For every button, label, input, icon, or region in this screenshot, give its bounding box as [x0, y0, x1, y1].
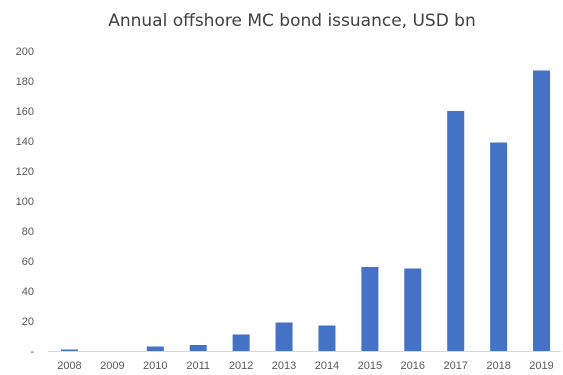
bar-2019: [533, 70, 551, 351]
bar-series: [60, 70, 551, 351]
y-axis: - 20 40 60 80 100 120 140 160 180 200: [16, 46, 35, 358]
x-tick-label: 2016: [401, 360, 425, 372]
x-tick-label: 2009: [100, 360, 124, 372]
bar-2012: [232, 334, 250, 351]
x-tick-label: 2013: [272, 360, 296, 372]
bar-2018: [490, 142, 508, 351]
chart-title: Annual offshore MC bond issuance, USD bn: [108, 11, 476, 31]
x-tick-label: 2017: [443, 360, 467, 372]
y-tick-label: -: [30, 346, 34, 358]
x-axis: 2008 2009 2010 2011 2012 2013 2014 2015 2016 2017…: [57, 360, 554, 372]
y-tick-label: 40: [22, 286, 34, 298]
y-tick-label: 140: [16, 136, 34, 148]
bar-2011: [189, 345, 207, 351]
y-tick-label: 100: [16, 196, 34, 208]
bar-2013: [275, 322, 293, 351]
x-tick-label: 2011: [186, 360, 210, 372]
x-tick-label: 2015: [358, 360, 382, 372]
x-tick-label: 2018: [486, 360, 510, 372]
bar-2017: [447, 111, 465, 351]
y-tick-label: 180: [16, 76, 34, 88]
bar-2016: [404, 268, 422, 351]
x-tick-label: 2010: [143, 360, 167, 372]
x-tick-label: 2014: [315, 360, 339, 372]
y-tick-label: 200: [16, 46, 34, 58]
y-tick-label: 160: [16, 106, 34, 118]
y-tick-label: 80: [22, 226, 34, 238]
y-tick-label: 60: [22, 256, 34, 268]
y-tick-label: 20: [22, 316, 34, 328]
bar-2014: [318, 325, 336, 351]
y-tick-label: 120: [16, 166, 34, 178]
bar-2015: [361, 267, 379, 351]
bar-2008: [60, 349, 78, 351]
x-tick-label: 2008: [57, 360, 81, 372]
bar-2010: [146, 346, 164, 351]
x-tick-label: 2012: [229, 360, 253, 372]
x-tick-label: 2019: [529, 360, 553, 372]
